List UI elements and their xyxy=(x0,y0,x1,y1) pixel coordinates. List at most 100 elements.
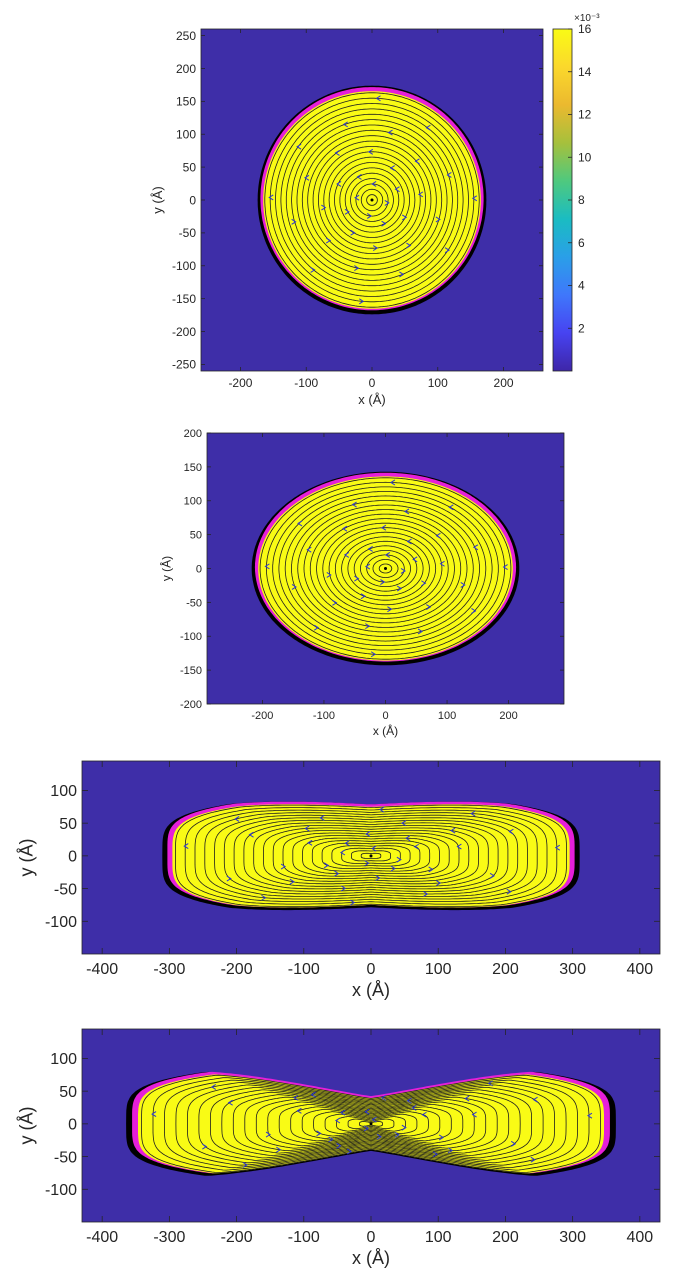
y-tick-label: -50 xyxy=(179,226,197,240)
colorbar-tick-label: 12 xyxy=(578,108,592,122)
flow-arrow xyxy=(323,862,330,869)
streamline xyxy=(322,522,449,615)
flow-arrow xyxy=(406,538,412,545)
x-tick-label: -300 xyxy=(153,961,185,978)
flow-arrow xyxy=(371,845,377,852)
flow-arrow xyxy=(396,585,403,592)
streamline xyxy=(355,183,389,217)
x-tick-label: -100 xyxy=(288,1229,320,1246)
x-tick-label: 0 xyxy=(367,1229,376,1246)
streamline xyxy=(309,513,462,624)
colorbar-tick-label: 16 xyxy=(578,22,592,36)
y-tick-label: -100 xyxy=(45,914,77,931)
x-tick-label: 200 xyxy=(499,710,517,722)
streamline xyxy=(278,1104,464,1144)
streamline xyxy=(339,167,405,233)
flow-arrow xyxy=(444,247,450,254)
flow-arrow xyxy=(406,1097,412,1104)
y-tick-label: -100 xyxy=(180,631,202,643)
flow-arrow xyxy=(450,827,456,834)
streamline xyxy=(291,500,480,637)
flow-arrow xyxy=(406,242,412,249)
flow-arrow xyxy=(342,121,349,128)
flow-arrow xyxy=(326,572,332,578)
flow-arrow xyxy=(426,604,432,610)
flow-arrow xyxy=(425,124,431,131)
flow-arrow xyxy=(400,568,406,574)
x-axis-label: x (Å) xyxy=(352,1248,390,1268)
flow-arrow xyxy=(364,1108,370,1115)
flow-arrow xyxy=(306,546,312,553)
x-tick-label: 0 xyxy=(382,710,388,722)
flow-arrow xyxy=(380,524,387,531)
flow-arrow xyxy=(554,844,561,851)
flow-arrow xyxy=(321,204,327,211)
flow-arrow xyxy=(359,298,365,305)
chart-panel-4: -400 -300 -200 -100 0 100 200 300 400 -100 -50 0 50 1… xyxy=(16,1028,661,1268)
flow-arrow xyxy=(350,229,356,236)
streamline xyxy=(360,188,384,212)
streamline xyxy=(214,814,528,897)
colorbar-tick-label: 4 xyxy=(578,279,585,293)
streamline xyxy=(372,559,399,578)
streamline xyxy=(290,1106,452,1142)
streamline xyxy=(244,1096,498,1151)
flow-arrow xyxy=(456,843,462,850)
streamline xyxy=(318,146,426,254)
y-tick-label: 200 xyxy=(184,428,202,440)
y-tick-label: -150 xyxy=(180,665,202,677)
flow-arrow xyxy=(371,1116,377,1123)
x-tick-label: 200 xyxy=(492,1229,519,1246)
vortex-center xyxy=(369,1122,373,1126)
x-tick-label: -400 xyxy=(86,961,118,978)
x-tick-label: -300 xyxy=(153,1229,185,1246)
streamline xyxy=(344,172,400,228)
flow-arrow xyxy=(210,1084,217,1090)
streamline xyxy=(301,129,443,271)
x-tick-label: 200 xyxy=(494,376,514,390)
flow-arrow xyxy=(340,1109,346,1116)
streamline xyxy=(312,140,432,260)
x-tick-label: -200 xyxy=(228,376,252,390)
flow-arrow xyxy=(532,1096,538,1103)
flow-arrow xyxy=(414,158,420,165)
flow-arrow xyxy=(506,888,512,895)
colorbar-tick-label: 10 xyxy=(578,150,592,164)
streamline xyxy=(366,554,405,583)
flow-arrow xyxy=(411,1105,417,1111)
flow-arrow xyxy=(432,1151,438,1158)
flow-arrow xyxy=(394,1131,400,1138)
flow-arrow xyxy=(296,1107,302,1114)
flow-arrow xyxy=(346,1148,353,1155)
flow-arrow xyxy=(264,563,270,570)
flow-arrow xyxy=(340,885,347,892)
x-tick-label: -400 xyxy=(86,1229,118,1246)
streamline xyxy=(232,1094,510,1154)
flow-arrow xyxy=(276,1146,282,1153)
flow-arrow xyxy=(354,265,360,272)
streamline xyxy=(328,156,416,244)
streamline xyxy=(303,509,468,628)
streamline xyxy=(223,817,519,895)
flow-arrow xyxy=(310,267,316,273)
flow-arrow xyxy=(334,870,340,877)
flow-arrow xyxy=(334,1117,341,1124)
streamline xyxy=(378,563,393,574)
streamline xyxy=(233,819,509,892)
streamline xyxy=(269,97,475,303)
y-axis-label: y (Å) xyxy=(158,556,173,581)
flow-arrow xyxy=(387,606,393,613)
flow-arrow xyxy=(342,525,348,532)
flow-arrow xyxy=(365,831,371,837)
streamline xyxy=(285,113,459,287)
flow-arrow xyxy=(376,1133,382,1140)
streamline xyxy=(316,518,455,619)
streamline xyxy=(184,807,558,905)
flow-arrow xyxy=(389,165,395,172)
flow-arrow xyxy=(471,195,478,202)
flow-arrow xyxy=(460,582,466,588)
streamline xyxy=(221,1091,521,1156)
flow-arrow xyxy=(435,532,441,539)
streamline xyxy=(278,491,493,646)
streamline xyxy=(324,1113,418,1134)
